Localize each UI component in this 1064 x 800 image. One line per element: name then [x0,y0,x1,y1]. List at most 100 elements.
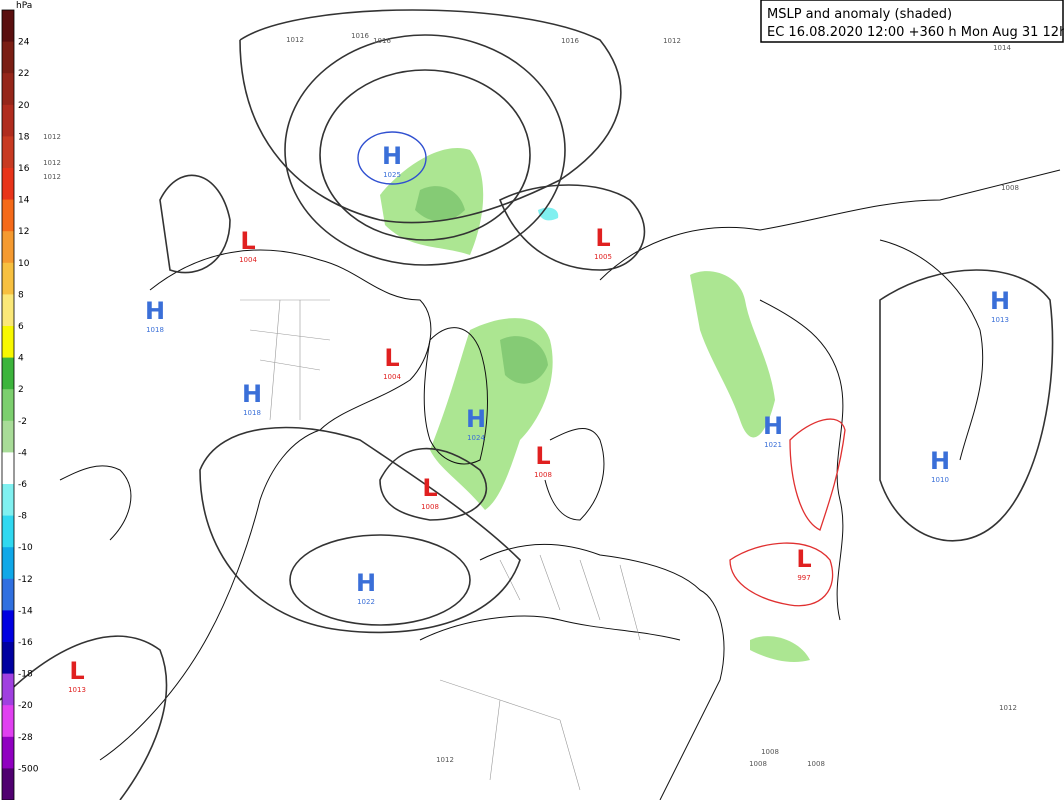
colorbar-segment [2,515,14,548]
colorbar-segment [2,104,14,137]
colorbar-segment [2,420,14,453]
colorbar-segment [2,41,14,74]
center-symbol: L [796,545,811,573]
isobar-label: 1012 [43,159,61,167]
colorbar-segment [2,547,14,580]
center-pressure: 1005 [594,253,612,261]
center-symbol: H [356,569,376,597]
colorbar-label: 18 [18,132,30,142]
center-symbol: L [69,657,84,685]
colorbar-segment [2,294,14,327]
colorbar-segment [2,326,14,359]
colorbar-label: -16 [18,638,33,648]
colorbar-segment [2,357,14,390]
isobar-label: 1012 [436,756,454,764]
center-symbol: H [990,287,1010,315]
colorbar-segment [2,673,14,706]
colorbar-label: 6 [18,322,24,332]
colorbar-label: -6 [18,480,27,490]
center-symbol: H [466,405,486,433]
center-symbol: H [242,380,262,408]
colorbar-segment [2,389,14,422]
center-pressure: 1024 [467,434,485,442]
isobar-label: 1016 [351,32,369,40]
center-pressure: 1018 [243,409,261,417]
colorbar-label: 24 [18,38,30,48]
header-subtitle: EC 16.08.2020 12:00 +360 h Mon Aug 31 12… [767,25,1064,40]
center-pressure: 1025 [383,171,401,179]
center-pressure: 1010 [931,476,949,484]
colorbar-segment [2,768,14,800]
colorbar-segment [2,10,14,43]
center-pressure: 1004 [383,373,401,381]
center-pressure: 997 [797,574,810,582]
center-pressure: 1021 [764,441,782,449]
overlay: 24 22 20 18 16 14 12 10 8 6 4 2 -2 -4 -6 -8 -10 -12 -14 -16… [1,9,1019,800]
isobar-label: 1012 [43,173,61,181]
header-title: MSLP and anomaly (shaded) [767,7,952,22]
colorbar-label: 12 [18,227,29,237]
isobar-label: 1012 [286,36,304,44]
center-pressure: 1013 [68,686,86,694]
center-symbol: H [382,142,402,170]
colorbar-label: 4 [18,354,24,364]
colorbar-label: -28 [18,733,33,743]
colorbar-unit: hPa [16,1,32,11]
isobar-label: 1012 [663,37,681,45]
colorbar-label: -10 [18,543,33,553]
colorbar-segment [2,231,14,264]
colorbar-label: 20 [18,101,30,111]
center-pressure: 1018 [146,326,164,334]
colorbar-segment [2,484,14,517]
isobar-label: 1008 [807,760,825,768]
center-pressure: 1013 [991,316,1009,324]
center-symbol: L [240,227,255,255]
colorbar-label: -18 [18,670,33,680]
colorbar-label: 14 [18,196,30,206]
colorbar-frame [1,9,15,800]
center-symbol: L [535,442,550,470]
colorbar-label: 16 [18,164,30,174]
isobar-label: 1012 [43,133,61,141]
colorbar-segment [2,705,14,738]
colorbar-label: -12 [18,575,33,585]
center-pressure: 1008 [534,471,552,479]
colorbar-label: -20 [18,701,33,711]
colorbar-segment [2,73,14,106]
colorbar-segment [2,136,14,169]
colorbar-segment [2,578,14,611]
isobar-label: 1008 [761,748,779,756]
colorbar-segment [2,168,14,201]
center-pressure: 1022 [357,598,375,606]
colorbar-label: -14 [18,606,33,616]
isobar-label: 1012 [999,704,1017,712]
isobar-label: 1008 [749,760,767,768]
center-symbol: H [145,297,165,325]
center-symbol: L [384,344,399,372]
center-pressure: 1004 [239,256,257,264]
center-symbol: H [763,412,783,440]
isobar-label: 1016 [373,37,391,45]
colorbar-label: 8 [18,290,24,300]
colorbar-label: -2 [18,417,27,427]
header-box [760,0,1064,43]
isobar-label: 1016 [561,37,579,45]
colorbar-segment [2,642,14,675]
colorbar-label: -4 [18,448,27,458]
colorbar-label: -8 [18,512,27,522]
isobar-label: 1008 [1001,184,1019,192]
colorbar-segment [2,452,14,485]
isobar-label: 1014 [993,44,1011,52]
colorbar-segment [2,262,14,295]
center-symbol: L [595,224,610,252]
center-symbol: H [930,447,950,475]
colorbar-label: -500 [18,764,39,774]
colorbar-label: 22 [18,69,29,79]
colorbar-segment [2,610,14,643]
colorbar-label: 2 [18,385,24,395]
colorbar-segment [2,736,14,769]
center-symbol: L [422,474,437,502]
center-pressure: 1008 [421,503,439,511]
colorbar-label: 10 [18,259,30,269]
